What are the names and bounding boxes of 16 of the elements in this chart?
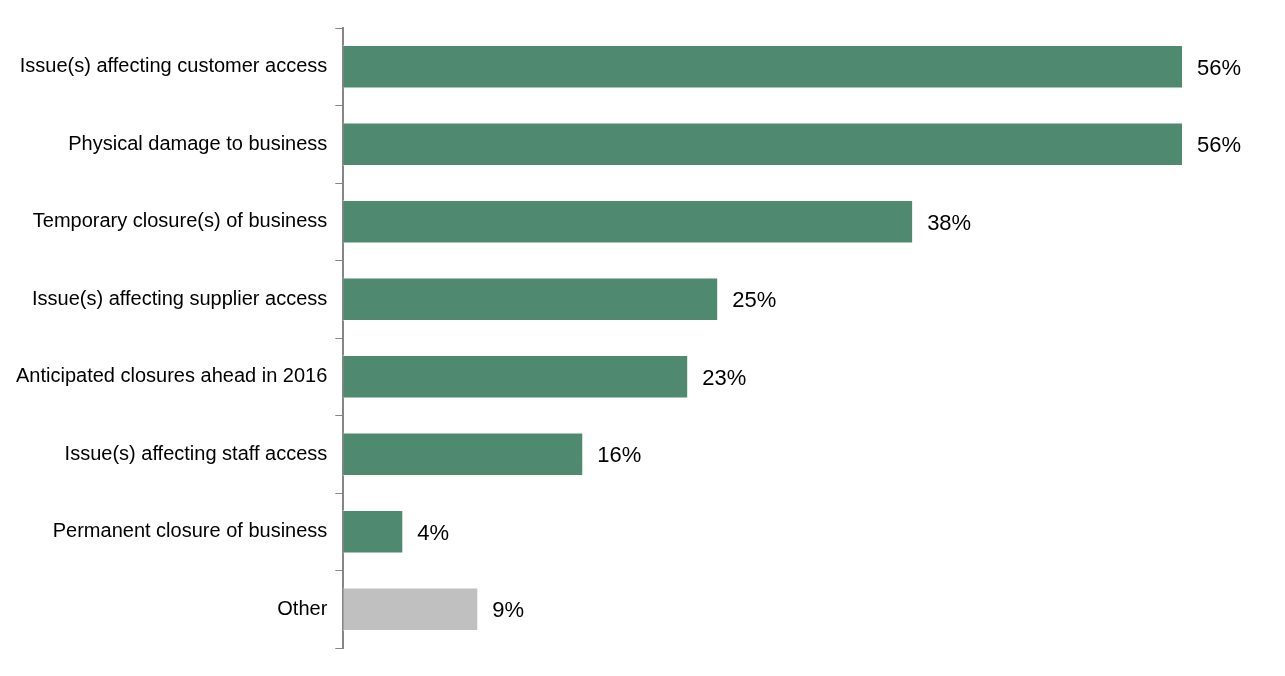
data-label: 16% [597,442,642,468]
y-tick-label: Temporary closure(s) of business [32,209,328,232]
data-label: 9% [492,597,525,623]
y-tick-label: Anticipated closures ahead in 2016 [16,364,328,387]
data-label: 25% [732,287,777,313]
y-tick-label: Issue(s) affecting supplier access [32,286,328,309]
y-tick-label: Permanent closure of business [52,519,328,542]
data-label: 56% [1197,54,1242,80]
data-label: 23% [702,364,747,390]
y-tick-label: Physical damage to business [68,131,328,154]
y-tick-label: Other [277,596,328,619]
data-label: 56% [1197,132,1242,158]
y-tick-label: Issue(s) affecting staff access [64,441,328,464]
data-label: 38% [927,209,972,235]
y-tick-label: Issue(s) affecting customer access [19,54,328,77]
data-label: 4% [417,519,450,545]
